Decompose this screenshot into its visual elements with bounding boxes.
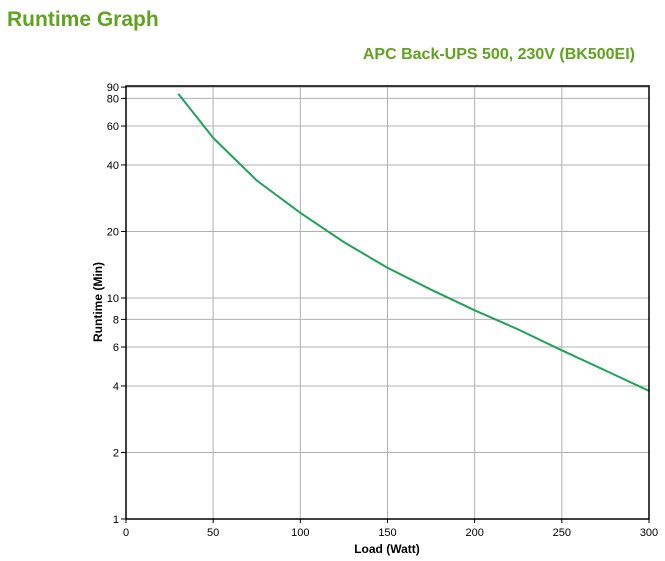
page-title: Runtime Graph — [7, 8, 159, 31]
y-tick-label: 60 — [107, 121, 119, 133]
y-tick-label: 20 — [107, 226, 119, 238]
chart-subtitle: APC Back-UPS 500, 230V (BK500EI) — [362, 46, 635, 63]
x-tick-label: 0 — [123, 527, 129, 539]
x-axis-label: Load (Watt) — [354, 542, 420, 556]
x-tick-label: 300 — [640, 527, 658, 539]
y-tick-label: 2 — [113, 447, 119, 459]
runtime-line — [177, 93, 650, 392]
x-tick-label: 50 — [207, 527, 219, 539]
y-tick-label: 10 — [107, 293, 119, 305]
x-tick-label: 150 — [378, 527, 396, 539]
y-tick-label: 40 — [107, 160, 119, 172]
y-tick-label: 90 — [107, 82, 119, 94]
y-tick-label: 4 — [113, 381, 119, 393]
y-tick-label: 6 — [113, 342, 119, 354]
plot-frame — [125, 85, 650, 520]
y-tick-label: 80 — [107, 93, 119, 105]
x-tick-label: 200 — [465, 527, 483, 539]
x-tick-label: 100 — [291, 527, 309, 539]
y-tick-label: 8 — [113, 314, 119, 326]
y-tick-label: 1 — [113, 514, 119, 526]
x-tick-label: 250 — [553, 527, 571, 539]
y-axis-label: Runtime (Min) — [91, 262, 105, 342]
